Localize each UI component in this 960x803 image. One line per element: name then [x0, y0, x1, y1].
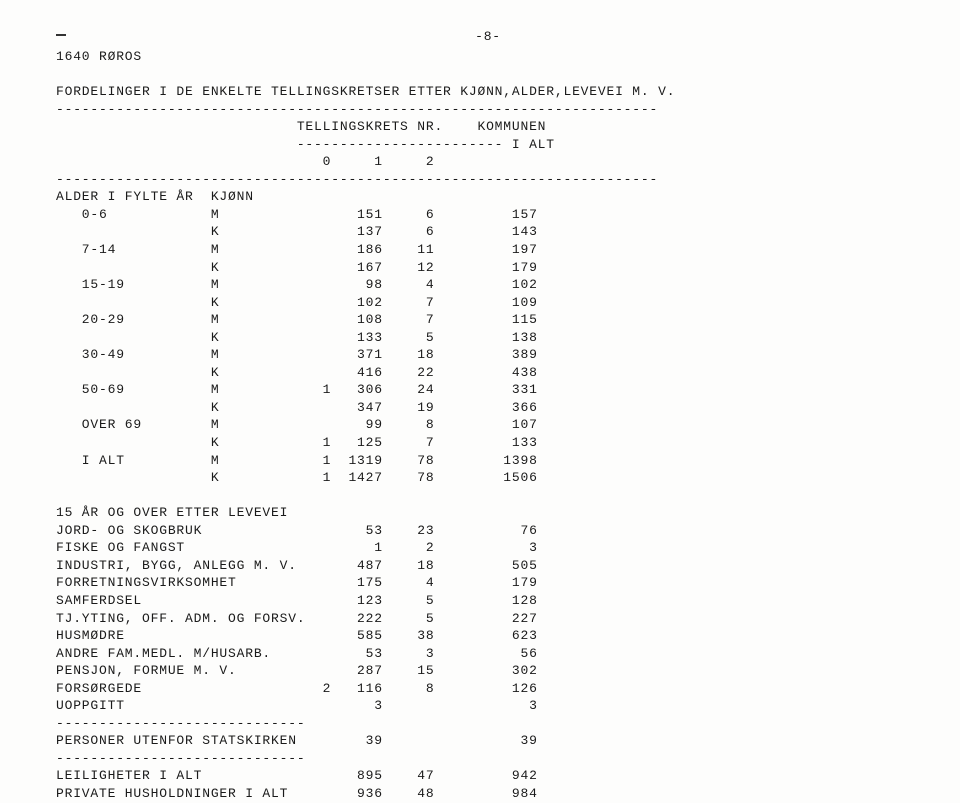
levevei-row: FISKE OG FANGST 1 2 3	[56, 539, 920, 557]
footer-row: LEILIGHETER I ALT 895 47 942	[56, 767, 920, 785]
levevei-row: ANDRE FAM.MEDL. M/HUSARB. 53 3 56	[56, 645, 920, 663]
age-row: K 1 125 7 133	[56, 434, 920, 452]
age-row: 0-6 M 151 6 157	[56, 206, 920, 224]
dash-sep-1: -----------------------------	[56, 715, 920, 733]
title-line: FORDELINGER I DE ENKELTE TELLINGSKRETSER…	[56, 83, 920, 101]
page-number: -8-	[475, 28, 501, 46]
age-row: I ALT M 1 1319 78 1398	[56, 452, 920, 470]
levevei-row: HUSMØDRE 585 38 623	[56, 627, 920, 645]
levevei-row: TJ.YTING, OFF. ADM. OG FORSV. 222 5 227	[56, 610, 920, 628]
levevei-row: FORRETNINGSVIRKSOMHET 175 4 179	[56, 574, 920, 592]
corner-mark	[56, 34, 66, 36]
blank	[56, 487, 920, 505]
header-row: ----------------------------------------…	[56, 171, 920, 189]
levevei-row: INDUSTRI, BYGG, ANLEGG M. V. 487 18 505	[56, 557, 920, 575]
age-row: K 167 12 179	[56, 259, 920, 277]
age-row: K 102 7 109	[56, 294, 920, 312]
levevei-row: UOPPGITT 3 3	[56, 697, 920, 715]
age-row: OVER 69 M 99 8 107	[56, 416, 920, 434]
dash-under-title: ----------------------------------------…	[56, 101, 920, 119]
municipality-line: 1640 RØROS	[56, 48, 920, 66]
levevei-row: JORD- OG SKOGBRUK 53 23 76	[56, 522, 920, 540]
age-row: K 133 5 138	[56, 329, 920, 347]
age-row: 30-49 M 371 18 389	[56, 346, 920, 364]
age-section-header: ALDER I FYLTE ÅR KJØNN	[56, 188, 920, 206]
footer-row: PRIVATE HUSHOLDNINGER I ALT 936 48 984	[56, 785, 920, 803]
age-row: K 416 22 438	[56, 364, 920, 382]
header-row: 0 1 2	[56, 153, 920, 171]
levevei-row: SAMFERDSEL 123 5 128	[56, 592, 920, 610]
header-row: ------------------------ I ALT	[56, 136, 920, 154]
age-row: 15-19 M 98 4 102	[56, 276, 920, 294]
stats-row: PERSONER UTENFOR STATSKIRKEN 39 39	[56, 732, 920, 750]
levevei-row: FORSØRGEDE 2 116 8 126	[56, 680, 920, 698]
header-row: TELLINGSKRETS NR. KOMMUNEN	[56, 118, 920, 136]
levevei-row: PENSJON, FORMUE M. V. 287 15 302	[56, 662, 920, 680]
age-row: 7-14 M 186 11 197	[56, 241, 920, 259]
blank	[56, 66, 920, 84]
age-row: K 137 6 143	[56, 223, 920, 241]
age-row: K 1 1427 78 1506	[56, 469, 920, 487]
age-row: 50-69 M 1 306 24 331	[56, 381, 920, 399]
age-row: 20-29 M 108 7 115	[56, 311, 920, 329]
age-row: K 347 19 366	[56, 399, 920, 417]
dash-sep-2: -----------------------------	[56, 750, 920, 768]
levevei-header: 15 ÅR OG OVER ETTER LEVEVEI	[56, 504, 920, 522]
